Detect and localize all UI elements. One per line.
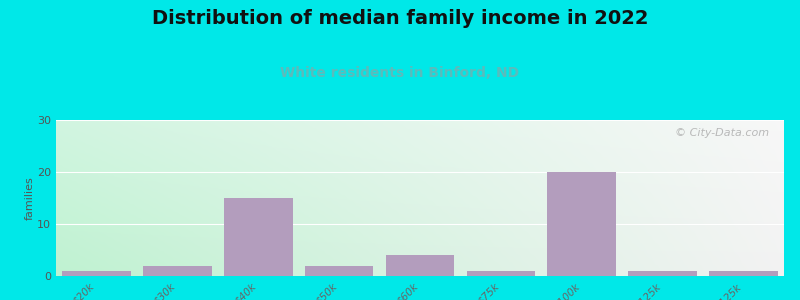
Bar [143,266,212,276]
Bar [224,198,293,276]
Bar [305,266,374,276]
Bar [628,271,697,276]
Text: White residents in Binford, ND: White residents in Binford, ND [281,66,519,80]
Y-axis label: families: families [24,176,34,220]
Bar [62,271,131,276]
Text: © City-Data.com: © City-Data.com [675,128,770,138]
Text: Distribution of median family income in 2022: Distribution of median family income in … [152,9,648,28]
Bar [466,271,535,276]
Bar [547,172,616,276]
Bar [386,255,454,276]
Bar [709,271,778,276]
